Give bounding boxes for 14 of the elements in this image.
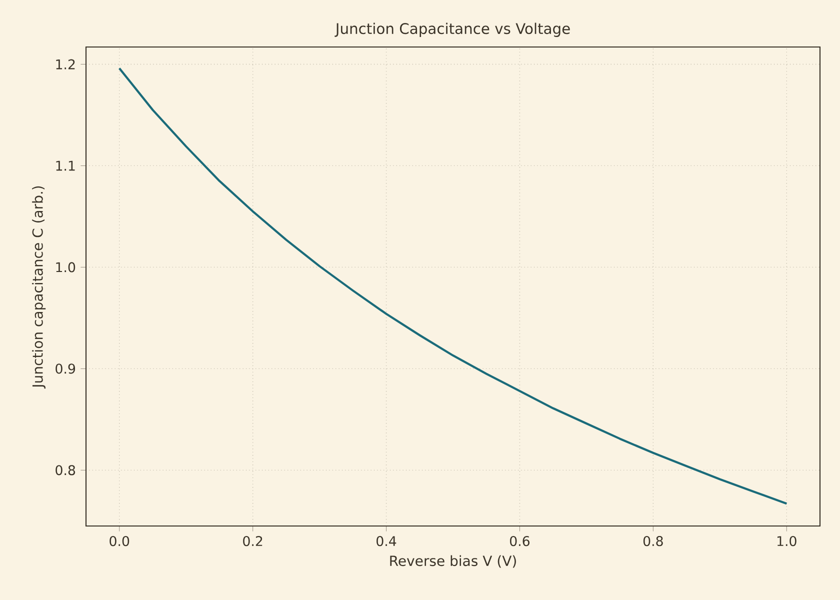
x-tick-label: 0.4	[376, 536, 396, 546]
x-tick-label: 0.6	[510, 536, 530, 546]
x-tick-label: 0.8	[643, 536, 663, 546]
y-axis-title: Junction capacitance C (arb.)	[32, 186, 46, 389]
x-axis-title: Reverse bias V (V)	[390, 555, 516, 568]
y-tick-label: 1.1	[56, 160, 75, 171]
x-tick-label: 0.2	[243, 536, 262, 546]
y-tick-label: 0.9	[56, 364, 76, 374]
chart-title: Junction Capacitance vs Voltage	[334, 22, 570, 37]
y-tick-label: 1.0	[56, 262, 76, 272]
y-tick-label: 0.8	[56, 465, 76, 476]
x-tick-label: 0.0	[110, 536, 130, 546]
y-tick-label: 1.2	[56, 59, 75, 70]
x-tick-label: 1.0	[777, 536, 796, 546]
